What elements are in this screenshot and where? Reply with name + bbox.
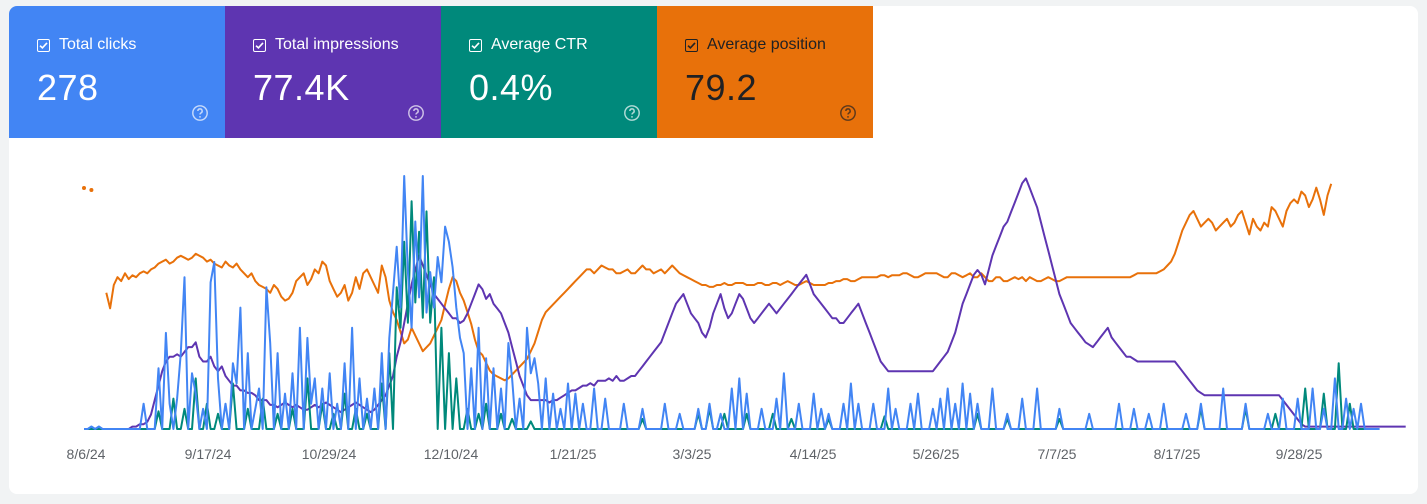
metric-tab-total-clicks[interactable]: Total clicks 278 [9,6,225,138]
metric-label: Total clicks [59,36,137,53]
x-tick-label: 7/7/25 [1038,446,1077,462]
metric-value: 79.2 [685,67,758,108]
checkbox-checked-icon[interactable] [37,38,50,52]
series-line-total-clicks [84,175,1380,430]
series-line-total-impressions [84,177,1406,430]
x-tick-label: 3/3/25 [673,446,712,462]
checkbox-checked-icon[interactable] [253,38,266,52]
x-tick-label: 8/17/25 [1154,446,1201,462]
metric-value: 278 [37,67,99,108]
series-point-average-position [82,186,86,190]
x-tick-label: 5/26/25 [913,446,960,462]
series-point-average-position [89,188,94,192]
metric-tab-total-impressions[interactable]: Total impressions 77.4K [225,6,441,138]
metric-header: Average CTR [469,36,657,54]
checkbox-checked-icon[interactable] [685,38,698,52]
metric-header: Total clicks [37,36,225,54]
metric-tab-average-ctr[interactable]: Average CTR 0.4% [441,6,657,138]
metric-header: Total impressions [253,36,441,54]
x-tick-label: 1/21/25 [550,446,597,462]
metric-label: Total impressions [275,36,399,53]
x-tick-label: 10/29/24 [302,446,357,462]
help-circle-icon[interactable] [407,104,425,122]
metric-header: Average position [685,36,873,54]
x-tick-label: 12/10/24 [424,446,479,462]
checkbox-checked-icon[interactable] [469,38,482,52]
performance-card: Total clicks 278 Total impressions 77.4K Ave… [9,6,1418,494]
help-circle-icon[interactable] [191,104,209,122]
x-tick-label: 9/28/25 [1276,446,1323,462]
metric-tabs: Total clicks 278 Total impressions 77.4K Ave… [9,6,873,138]
line-chart: 8/6/24 9/17/24 10/29/24 12/10/24 1/21/25 3/3/… [67,175,1406,462]
help-circle-icon[interactable] [839,104,857,122]
metric-label: Average position [707,36,826,53]
help-circle-icon[interactable] [623,104,641,122]
x-tick-label: 9/17/24 [185,446,232,462]
series-line-average-position [105,183,1333,382]
metric-tab-average-position[interactable]: Average position 79.2 [657,6,873,138]
metric-label: Average CTR [491,36,588,53]
x-tick-label: 4/14/25 [790,446,837,462]
x-tick-label: 8/6/24 [67,446,106,462]
performance-chart: 8/6/24 9/17/24 10/29/24 12/10/24 1/21/25 3/3/… [9,146,1418,494]
metric-value: 0.4% [469,67,554,108]
metric-value: 77.4K [253,67,350,108]
